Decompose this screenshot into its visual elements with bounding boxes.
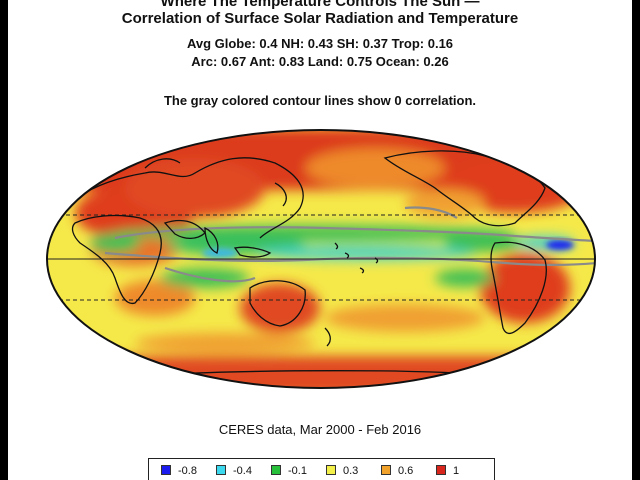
legend-swatch [381,465,391,476]
field-samerica-red [480,253,570,323]
legend-item: 1 [436,465,459,479]
field-westafrica-green [90,233,140,253]
contour-note: The gray colored contour lines show 0 co… [163,93,477,108]
coast-namerica [383,150,546,227]
legend-label: -0.4 [233,465,252,477]
stats-line-2: Arc: 0.67 Ant: 0.83 Land: 0.75 Ocean: 0.… [191,54,449,69]
field-eatlantic-green [445,234,525,252]
title-line-2: Correlation of Surface Solar Radiation a… [121,10,519,27]
field-sepacific-green [435,269,495,287]
map-outline [46,129,596,389]
legend-label: 1 [453,465,460,477]
legend-item: -0.4 [216,465,252,479]
stats-line-1: Avg Globe: 0.4 NH: 0.43 SH: 0.37 Trop: 0… [186,36,454,51]
legend-swatch [161,465,171,476]
legend-label: -0.1 [288,465,307,477]
legend-swatch [271,465,281,476]
zero-contour-north [114,226,595,243]
data-source-caption: CERES data, Mar 2000 - Feb 2016 [218,422,422,437]
coast-japan [274,182,287,207]
coast-greenland [498,139,556,157]
coast-africa [71,214,162,305]
field-strong-negative [202,240,574,258]
field-southern-orange [135,333,315,353]
legend-swatch [326,465,336,476]
field-blue-core [546,240,574,250]
coast-australia [249,280,306,327]
legend-item: -0.8 [161,465,197,479]
legend-swatch [436,465,446,476]
field-australia-red [240,283,320,333]
field-spacific-orange [325,304,485,332]
field-npacific-orange [305,148,445,188]
field-south-red [47,356,595,388]
coast-indonesia [233,246,272,258]
coast-india [204,226,219,254]
legend-swatch [216,465,226,476]
correlation-map [46,129,596,389]
legend-item: 0.3 [326,465,358,479]
title-line-1: Where The Temperature Controls The Sun — [160,0,480,10]
coast-scandinavia [144,158,181,169]
coast-pacific-islands [334,242,379,274]
legend-label: 0.6 [398,465,414,477]
legend-item: 0.6 [381,465,413,479]
legend-label: 0.3 [343,465,359,477]
field-indo-cyan [202,248,238,258]
coast-samerica [490,241,547,335]
legend-item: -0.1 [271,465,307,479]
legend-label: -0.8 [178,465,197,477]
legend: -0.8 -0.4 -0.1 0.3 0.6 1 [148,458,495,480]
field-equator-cyan [255,246,475,260]
zero-contour-indian [164,266,256,283]
coast-eurasia [64,157,304,239]
field-sindian-orange [115,280,195,316]
coast-newzealand [324,327,331,347]
zero-contour-epacific [404,206,458,219]
figure-panel: Where The Temperature Controls The Sun —… [8,0,632,480]
